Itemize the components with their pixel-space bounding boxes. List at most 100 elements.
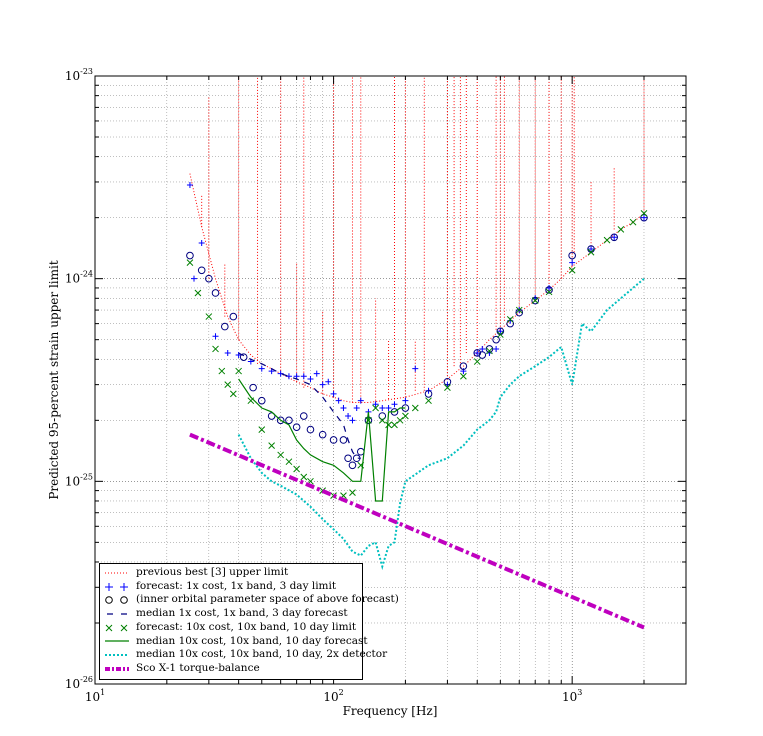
circle-point — [306, 425, 315, 434]
x-point — [545, 288, 553, 296]
circle-point — [276, 416, 285, 425]
x-point — [396, 416, 404, 424]
plus-point — [379, 405, 386, 412]
x-point — [587, 248, 595, 256]
x-point — [425, 397, 432, 405]
plus-point — [345, 413, 352, 420]
x-point — [229, 390, 237, 398]
x-point — [496, 331, 504, 338]
circle-point — [221, 322, 229, 331]
circle-point — [339, 436, 348, 444]
x-point — [486, 347, 493, 355]
circle-point — [492, 335, 500, 344]
x-point — [235, 367, 242, 375]
legend-label: forecast: 10x cost, 10x band, 10 day lim… — [136, 620, 357, 633]
y-tick-label: 10-25 — [65, 472, 93, 488]
y-axis-label: Predicted 95-percent strain upper limit — [47, 260, 61, 499]
circle-point — [205, 274, 213, 283]
legend-swatch-plus-blue — [105, 582, 128, 591]
x-tick-exponent: 3 — [577, 688, 582, 697]
y-tick-label: 10-26 — [65, 675, 93, 691]
y-tick-exponent: -24 — [80, 270, 93, 279]
x-point — [531, 297, 539, 304]
plus-point — [611, 234, 618, 241]
plus-point — [186, 181, 193, 188]
legend-label: median 1x cost, 1x band, 3 day forecast — [136, 607, 348, 620]
x-point — [186, 259, 194, 266]
plus-point — [497, 328, 504, 335]
plus-point — [353, 405, 360, 412]
x-point — [212, 345, 219, 353]
plus-point — [307, 375, 314, 382]
circle-point — [249, 383, 257, 392]
plus-point — [224, 349, 231, 356]
x-point — [372, 404, 379, 412]
circle-point — [424, 390, 433, 398]
legend-item-previous-best: previous best [3] upper limit — [104, 566, 358, 580]
circle-point — [211, 289, 220, 297]
x-point — [194, 289, 202, 297]
circle-point — [531, 296, 540, 305]
circle-point — [610, 233, 618, 242]
x-point — [629, 218, 637, 226]
plus-point — [340, 405, 347, 412]
plus-point — [212, 333, 219, 340]
series-3 — [238, 352, 361, 459]
circle-point — [285, 416, 293, 425]
legend-item-median-1x: median 1x cost, 1x band, 3 day forecast — [104, 607, 358, 621]
series-2 — [186, 213, 648, 470]
legend-swatch-x-green — [105, 624, 128, 632]
x-tick-label: 103 — [562, 688, 582, 704]
x-point — [365, 416, 372, 424]
series-line — [189, 432, 645, 630]
x-point — [391, 421, 398, 429]
plus-point — [569, 259, 576, 266]
x-point — [568, 266, 576, 274]
circle-point — [459, 362, 468, 370]
legend-swatch-dashdot-magenta — [105, 666, 129, 671]
legend-swatch-dotted-cyan — [105, 654, 129, 657]
plus-point — [198, 239, 205, 246]
circle-point — [485, 345, 494, 353]
circle-point — [239, 353, 248, 361]
x-point — [460, 372, 467, 380]
legend-label: forecast: 1x cost, 1x band, 3 day limit — [136, 579, 337, 592]
plot-frame — [94, 75, 687, 685]
circle-point — [299, 412, 308, 420]
circle-point — [356, 447, 365, 456]
plus-point — [391, 401, 398, 408]
circle-point — [318, 430, 327, 439]
plus-point — [330, 390, 337, 397]
plus-point — [385, 405, 392, 412]
x-tick-exponent: 1 — [100, 688, 105, 697]
series-0 — [189, 76, 645, 403]
legend-item-sco-x1: Sco X-1 torque-balance — [104, 662, 358, 676]
legend-item-median-10x: median 10x cost, 10x band, 10 day foreca… — [104, 635, 368, 649]
circle-point — [348, 461, 357, 470]
circle-point — [378, 412, 387, 420]
circle-point — [257, 396, 266, 405]
x-point — [293, 465, 300, 473]
x-point — [515, 306, 523, 314]
plus-point — [479, 345, 486, 352]
plus-point — [493, 345, 500, 352]
plus-point — [357, 397, 364, 404]
series-line — [238, 378, 406, 502]
x-point — [617, 226, 625, 233]
plus-point — [372, 401, 379, 408]
legend-label: (inner orbital parameter space of above … — [136, 593, 399, 606]
grid-lines — [94, 75, 687, 685]
legend-swatch-solid-green — [105, 640, 129, 642]
x-point — [378, 416, 386, 424]
plus-point — [412, 365, 419, 372]
plus-point — [258, 365, 265, 372]
plus-point — [191, 275, 198, 282]
x-point — [205, 313, 213, 320]
x-point — [224, 381, 232, 388]
legend-label: previous best [3] upper limit — [136, 566, 289, 578]
x-point — [402, 412, 409, 420]
circle-point — [229, 312, 238, 321]
circle-point — [186, 251, 194, 260]
x-point — [506, 315, 514, 323]
